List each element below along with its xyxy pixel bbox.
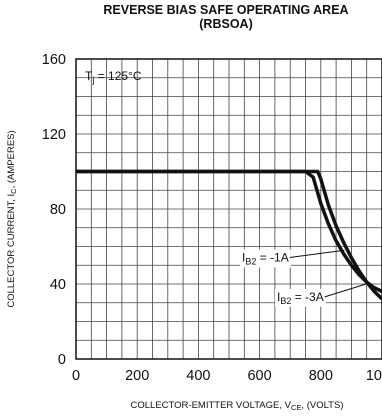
series-line: [76, 169, 382, 301]
y-tick-label: 0: [58, 352, 66, 368]
x-tick-label: 200: [125, 368, 149, 384]
x-tick-label: 0: [72, 368, 80, 384]
y-axis-ticks: 0 40 80 120 160: [42, 52, 66, 368]
y-tick-label: 120: [42, 127, 66, 143]
chart-subtitle: (RBSOA): [199, 17, 252, 31]
y-tick-label: 80: [50, 202, 66, 218]
x-tick-label: 600: [247, 368, 271, 384]
svg-text:IB2 = -1A: IB2 = -1A: [242, 251, 289, 267]
series-label-ib2-3a: IB2 = -3A: [275, 283, 367, 307]
y-tick-label: 160: [42, 52, 66, 68]
x-axis-label: COLLECTOR-EMITTER VOLTAGE, VCE, (VOLTS): [131, 400, 344, 412]
junction-temperature-label: Tj = 125°C: [85, 69, 142, 85]
plot-frame: [75, 58, 382, 360]
x-tick-label: 800: [309, 368, 333, 384]
series-lines: [76, 169, 382, 301]
chart-title: REVERSE BIAS SAFE OPERATING AREA: [103, 3, 348, 17]
svg-text:IB2 = -3A: IB2 = -3A: [277, 290, 324, 306]
y-axis-label: COLLECTOR CURRENT, IC, (AMPERES): [6, 130, 18, 307]
x-tick-label: 400: [186, 368, 210, 384]
grid: [76, 59, 382, 359]
x-tick-label: 10: [366, 368, 382, 384]
series-label-ib2-1a: IB2 = -1A: [240, 249, 345, 268]
x-axis-ticks: 0 200 400 600 800 10: [72, 368, 382, 384]
y-tick-label: 40: [50, 277, 66, 293]
